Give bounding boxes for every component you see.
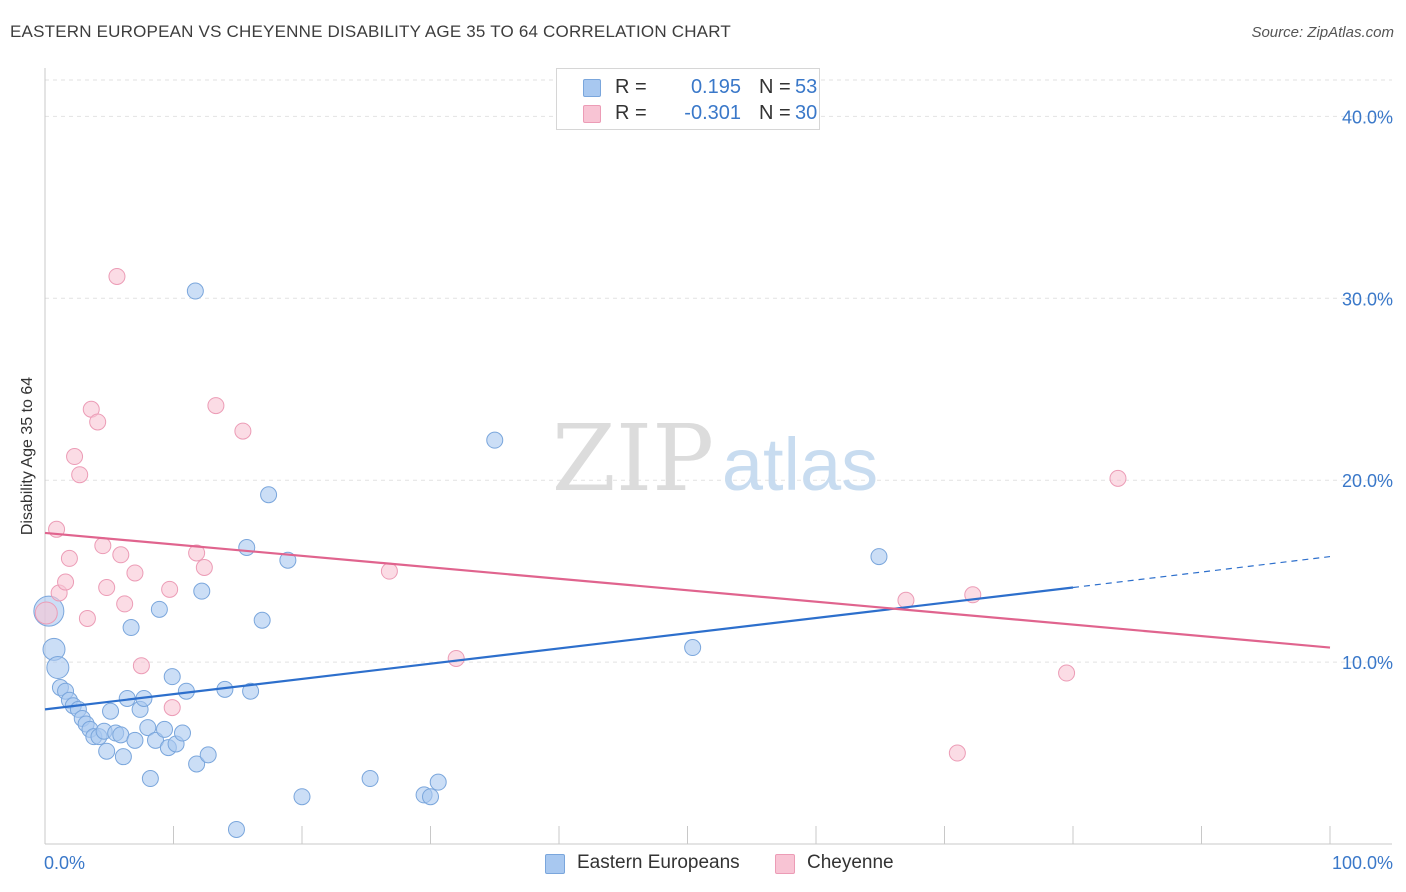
eastern-european-trend-extension xyxy=(1072,555,1331,589)
eastern-european-point xyxy=(147,731,165,749)
data-points xyxy=(33,267,1127,838)
cheyenne-point xyxy=(132,657,150,675)
cheyenne-point xyxy=(116,595,134,613)
cheyenne-point xyxy=(89,413,107,431)
cheyenne-point xyxy=(57,573,75,591)
watermark-atlas: atlas xyxy=(722,423,878,506)
cheyenne-point xyxy=(66,448,84,466)
cheyenne-point xyxy=(1058,664,1076,682)
cheyenne-point xyxy=(948,744,966,762)
eastern-european-point xyxy=(486,431,504,449)
eastern-european-point xyxy=(141,770,159,788)
x-tick-label: 100.0% xyxy=(1332,853,1393,873)
eastern-european-point xyxy=(242,682,260,700)
r-value: 0.195 xyxy=(690,76,741,98)
eastern-european-point xyxy=(260,486,278,504)
chart-title: EASTERN EUROPEAN VS CHEYENNE DISABILITY … xyxy=(10,22,731,41)
cheyenne-point xyxy=(1109,469,1127,487)
eastern-european-point xyxy=(156,720,174,738)
eastern-european-point xyxy=(253,611,271,629)
cheyenne-point xyxy=(234,422,252,440)
cheyenne-point xyxy=(78,609,96,627)
cheyenne-point xyxy=(163,699,181,717)
cheyenne-point xyxy=(161,580,179,598)
cheyenne-point xyxy=(380,562,398,580)
cheyenne-point xyxy=(94,537,112,555)
eastern-european-point xyxy=(870,548,888,566)
legend-swatch-cheyenne xyxy=(775,854,795,874)
eastern-european-point xyxy=(227,820,245,838)
eastern-european-point xyxy=(46,656,70,680)
y-tick-label: 10.0% xyxy=(1342,653,1393,673)
r-label: R = xyxy=(615,102,647,124)
stats-legend: R = 0.195 N = 53 R = -0.301 N = 30 xyxy=(556,68,820,130)
y-tick-label: 20.0% xyxy=(1342,471,1393,491)
eastern-european-point xyxy=(238,538,256,556)
cheyenne-trend-line xyxy=(44,531,1331,649)
eastern-european-point xyxy=(429,773,447,791)
cheyenne-point xyxy=(207,397,225,415)
legend-swatch-eastern xyxy=(545,854,565,874)
eastern-european-point xyxy=(293,788,311,806)
n-label: N = xyxy=(759,76,791,98)
cheyenne-point xyxy=(71,466,89,484)
eastern-european-point xyxy=(150,600,168,618)
source-label: Source: ZipAtlas.com xyxy=(1251,24,1394,41)
eastern-european-point xyxy=(139,719,157,737)
y-tick-label: 30.0% xyxy=(1342,289,1393,309)
eastern-european-point xyxy=(126,731,144,749)
n-value: 30 xyxy=(795,102,818,124)
eastern-european-point xyxy=(279,551,297,569)
cheyenne-point xyxy=(98,579,116,597)
n-value: 53 xyxy=(795,76,818,98)
tick-labels: 10.0% 20.0% 30.0% 40.0% 0.0% 100.0% xyxy=(44,107,1393,873)
n-label: N = xyxy=(759,102,791,124)
x-tick-label: 0.0% xyxy=(44,853,85,873)
legend-swatch-eastern xyxy=(583,79,601,97)
eastern-european-point xyxy=(114,748,132,766)
watermark-zip: ZIP xyxy=(552,405,714,512)
legend-swatch-cheyenne xyxy=(583,105,601,123)
y-tick-label: 40.0% xyxy=(1342,107,1393,127)
eastern-european-point xyxy=(199,746,217,764)
eastern-european-point xyxy=(188,755,206,773)
cheyenne-point xyxy=(34,601,58,625)
cheyenne-point xyxy=(60,549,78,567)
eastern-european-point xyxy=(173,724,191,742)
eastern-european-point xyxy=(422,788,439,806)
legend-label: Eastern Europeans xyxy=(577,852,740,873)
legend-label: Cheyenne xyxy=(807,852,894,873)
eastern-european-point xyxy=(122,619,140,637)
r-label: R = xyxy=(615,76,647,98)
eastern-european-point xyxy=(98,742,116,760)
cheyenne-point xyxy=(447,649,465,667)
eastern-european-trend-line xyxy=(44,586,1074,711)
cheyenne-point xyxy=(108,267,126,285)
eastern-european-point xyxy=(684,639,702,657)
eastern-european-point xyxy=(361,770,379,788)
eastern-european-point xyxy=(186,282,204,300)
trend-lines xyxy=(44,531,1331,711)
eastern-european-point xyxy=(193,582,211,600)
watermark: ZIP atlas xyxy=(552,405,878,512)
cheyenne-point xyxy=(126,564,144,582)
r-value: -0.301 xyxy=(684,102,741,124)
cheyenne-point xyxy=(112,546,130,564)
eastern-european-point xyxy=(163,668,181,686)
eastern-european-point xyxy=(102,702,120,720)
cheyenne-point xyxy=(188,544,206,562)
eastern-european-point xyxy=(112,726,130,744)
grid-lines xyxy=(45,79,1392,663)
axes xyxy=(44,68,1392,845)
cheyenne-point xyxy=(195,559,213,577)
